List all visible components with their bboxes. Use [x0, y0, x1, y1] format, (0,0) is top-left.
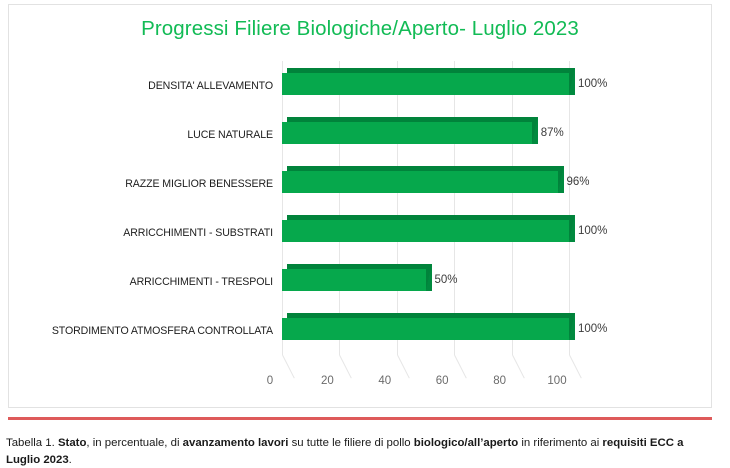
caption-emphasis: biologico/all’aperto [413, 437, 519, 450]
x-axis-depth-tick [282, 354, 295, 379]
category-label: STORDIMENTO ATMOSFERA CONTROLLATA [51, 324, 273, 337]
x-axis-tick-label: 20 [320, 375, 334, 387]
category-label: ARRICCHIMENTI - TRESPOLI [129, 275, 273, 288]
bar-front-face [282, 72, 569, 95]
x-axis-depth-tick [396, 354, 410, 379]
x-axis-tick-label: 100 [547, 375, 567, 387]
bar-side-face [557, 165, 564, 193]
bar-top-face [287, 67, 574, 73]
x-axis-depth-tick [511, 354, 525, 379]
caption-divider [8, 417, 712, 420]
chart-title: Progressi Filiere Biologiche/Aperto- Lug… [141, 17, 579, 40]
bar-value-label: 100% [578, 322, 608, 335]
caption-emphasis: requisiti ECC a Luglio 2023 [6, 437, 684, 466]
bar-front-face [282, 170, 558, 193]
bar-top-face [287, 165, 563, 171]
bar-top-face [287, 214, 574, 220]
bar-top-face [287, 116, 537, 122]
bar-value-label: 100% [578, 77, 608, 90]
bar-front-face [282, 121, 532, 144]
x-gridline [569, 61, 570, 355]
bar-value-label: 87% [540, 126, 564, 139]
x-axis-tick-label: 80 [493, 375, 506, 387]
bar-side-face [425, 263, 432, 291]
bar-side-face [569, 67, 575, 95]
category-label: ARRICCHIMENTI - SUBSTRATI [123, 226, 273, 239]
x-axis-depth-tick [339, 354, 353, 379]
x-axis-tick-label: 60 [435, 375, 449, 387]
bar-top-face [287, 312, 574, 318]
x-axis-depth-tick [569, 354, 582, 379]
bar-side-face [531, 116, 538, 144]
bar-side-face [569, 214, 575, 242]
caption-text: in riferimento ai [518, 437, 603, 450]
bar-value-label: 50% [434, 273, 458, 286]
caption-text: Tabella 1. [6, 437, 58, 450]
bar-front-face [282, 219, 569, 242]
x-gridline [454, 61, 456, 355]
x-gridline [511, 61, 513, 355]
bar-side-face [569, 312, 575, 340]
x-axis-depth-tick [454, 354, 467, 379]
category-label: LUCE NATURALE [187, 128, 273, 141]
x-gridline [396, 61, 398, 355]
bar-value-label: 100% [578, 224, 608, 237]
x-gridline [282, 61, 283, 355]
category-label: DENSITA' ALLEVAMENTO [148, 79, 273, 92]
figure-caption: Tabella 1. Stato, in percentuale, di ava… [6, 435, 718, 468]
caption-emphasis: Stato [57, 437, 87, 450]
plot-area: 0 20 40 60 80 100 DENSITA' ALLEVAMENTO 100% LUCE… [52, 61, 607, 387]
caption-text: , in percentuale, di [86, 437, 183, 450]
bar-front-face [282, 317, 569, 340]
caption-text: . [68, 453, 72, 466]
x-gridline [339, 61, 341, 355]
caption-text: su tutte le filiere di pollo [288, 437, 414, 450]
caption-emphasis: avanzamento lavori [182, 437, 289, 450]
x-axis-tick-label: 40 [378, 375, 392, 387]
x-axis-tick-label: 0 [266, 375, 274, 387]
category-label: RAZZE MIGLIOR BENESSERE [125, 177, 273, 190]
bar-value-label: 96% [566, 175, 590, 188]
chart-container: Progressi Filiere Biologiche/Aperto- Lug… [8, 4, 712, 408]
bar-front-face [282, 268, 426, 291]
bar-top-face [287, 263, 431, 269]
